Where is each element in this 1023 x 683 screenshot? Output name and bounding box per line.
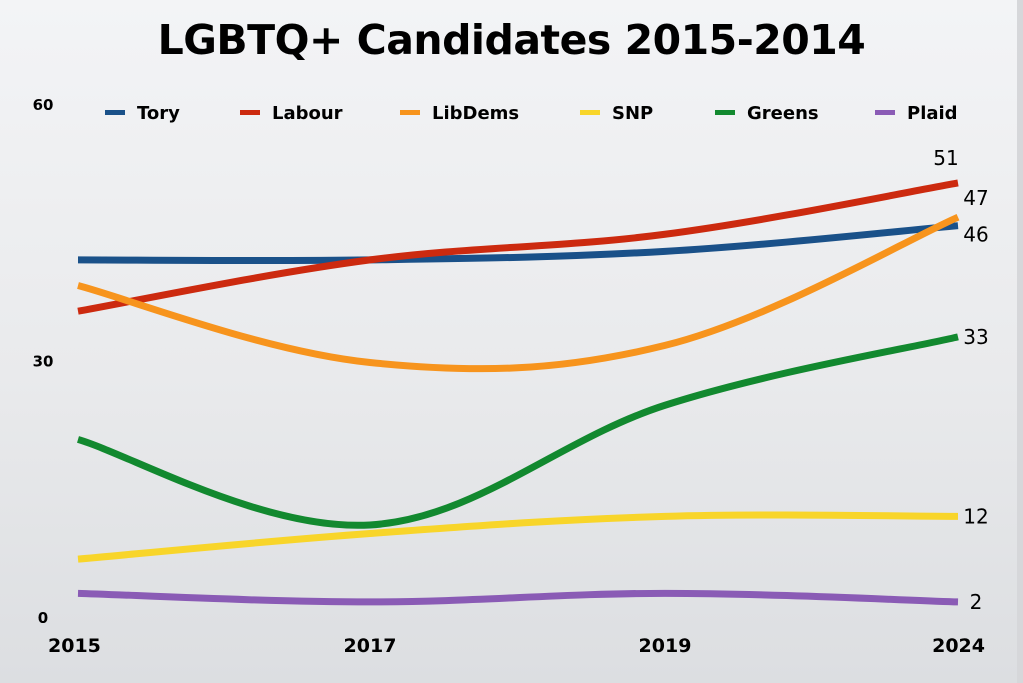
series-line-labour	[77, 179, 959, 315]
series-line-tory	[77, 222, 959, 265]
legend-label-libdems: LibDems	[432, 103, 519, 124]
series-line-libdems	[77, 213, 960, 373]
legend-swatch-greens	[715, 110, 735, 115]
x-tick-label: 2015	[48, 635, 101, 657]
legend-label-tory: Tory	[137, 103, 180, 124]
legend-label-greens: Greens	[747, 103, 819, 124]
x-tick-label: 2024	[932, 635, 985, 657]
y-tick-label: 30	[33, 353, 54, 371]
x-axis: 2015 2017 2019 2024	[48, 635, 985, 657]
legend-swatch-snp	[580, 110, 600, 115]
legend-label-snp: SNP	[612, 103, 653, 124]
series-lines	[77, 179, 960, 606]
data-label-snp: 12	[963, 504, 988, 528]
data-label-tory: 46	[963, 223, 988, 247]
legend-label-plaid: Plaid	[907, 103, 958, 124]
legend-swatch-plaid	[875, 110, 895, 115]
series-line-greens	[77, 333, 959, 529]
data-label-libdems: 47	[963, 186, 988, 210]
series-line-plaid	[77, 589, 959, 606]
legend-swatch-libdems	[400, 110, 420, 115]
data-label-plaid: 2	[970, 590, 983, 614]
legend-label-labour: Labour	[272, 103, 343, 124]
y-tick-label: 0	[38, 609, 48, 627]
y-axis: 0 30 60	[33, 96, 54, 627]
data-label-labour: 51	[933, 146, 958, 170]
y-tick-label: 60	[33, 96, 54, 114]
legend-swatch-labour	[240, 110, 260, 115]
x-tick-label: 2017	[344, 635, 397, 657]
legend-swatch-tory	[105, 110, 125, 115]
x-tick-label: 2019	[639, 635, 692, 657]
legend: Tory Labour LibDems SNP Greens Plaid	[105, 103, 958, 124]
data-label-greens: 33	[963, 325, 988, 349]
series-line-snp	[77, 511, 959, 563]
chart-title: LGBTQ+ Candidates 2015-2014	[157, 16, 866, 64]
right-edge-strip	[1017, 0, 1023, 683]
